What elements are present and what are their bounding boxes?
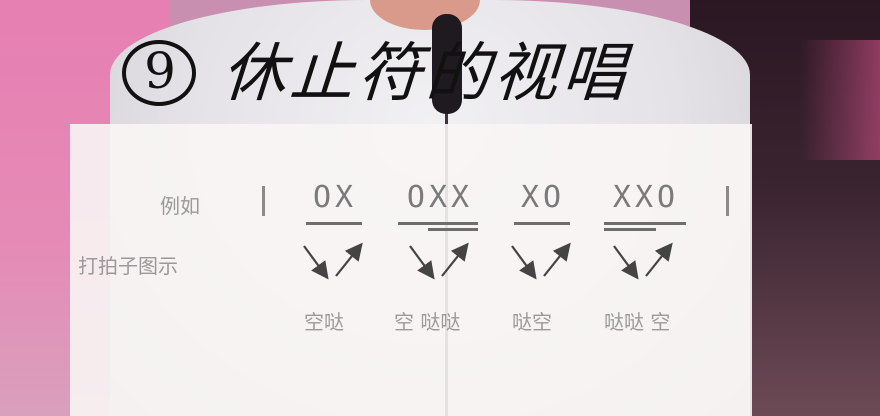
barline-left [262,186,265,216]
title-number-circle [122,40,196,106]
underline-bar [428,228,478,231]
up-right-arrow-icon [645,242,673,277]
clap-sound: 哒哒 空 [604,310,671,334]
title-number: 9 [144,42,176,100]
up-right-arrow-icon [441,242,469,277]
down-right-arrow-icon [409,245,435,280]
underline-bar [306,222,362,225]
up-right-arrow-icon [335,242,363,277]
underline-bar [398,222,478,225]
handwritten-title: 休止符的视唱 [219,37,633,111]
clap-arrows [408,240,472,284]
example-label: 例如 [160,194,200,218]
underline-bar [514,222,570,225]
rhythm-pattern: XXO [612,180,680,215]
clap-arrows [612,240,676,284]
clap-diagram-label: 打拍子图示 [78,254,178,278]
clap-sound: 空哒 [304,310,344,334]
barline-right [726,186,729,216]
rhythm-pattern: OXX [406,180,474,215]
rhythm-pattern: OX [312,180,358,215]
down-right-arrow-icon [613,245,639,280]
clap-sound: 空 哒哒 [394,310,461,334]
underline-bar [604,228,656,231]
clap-arrows [510,240,574,284]
rhythm-pattern: XO [520,180,566,215]
down-right-arrow-icon [303,245,329,280]
underline-bar [604,222,686,225]
down-right-arrow-icon [511,245,537,280]
clap-sound: 哒空 [512,310,552,334]
up-right-arrow-icon [543,242,571,277]
clap-arrows [302,240,366,284]
microphone-icon [432,14,462,114]
pink-light [800,40,880,160]
